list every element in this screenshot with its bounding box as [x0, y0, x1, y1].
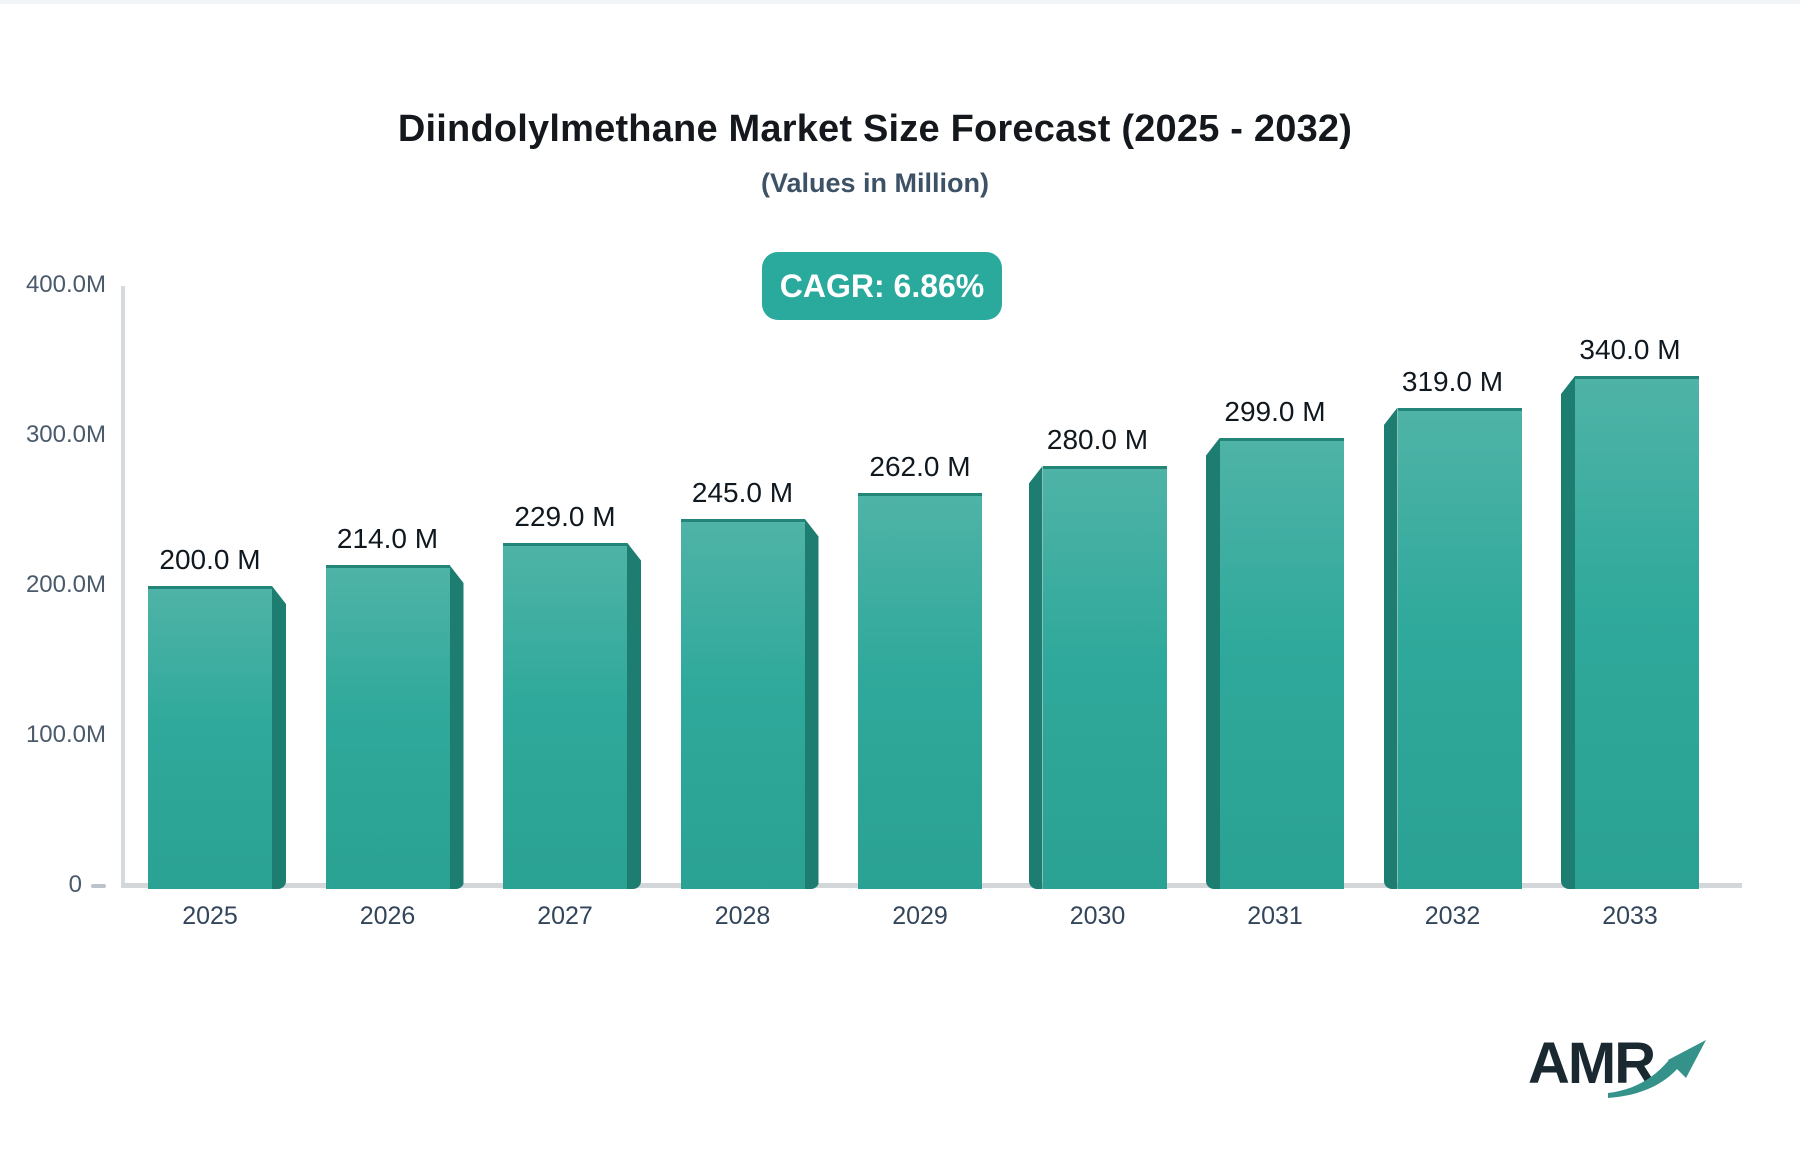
bar-face	[858, 493, 982, 889]
bar-side-face	[1206, 437, 1220, 889]
chart-subtitle: (Values in Million)	[760, 168, 990, 198]
bar-value-label: 200.0 M	[159, 544, 261, 575]
y-axis-tick-label: 0	[0, 871, 106, 899]
growth-arrow-icon	[1608, 1040, 1706, 1098]
page-top-border	[0, 0, 1800, 4]
bar-value-label: 319.0 M	[1401, 365, 1504, 397]
bar-value-label: 245.0 M	[691, 476, 794, 508]
bar-value-label: 299.0 M	[1224, 395, 1326, 427]
x-axis-category-label: 2028	[714, 902, 771, 930]
y-axis-tick-label: 400.0M	[25, 271, 106, 298]
zero-tick-mark	[91, 883, 106, 888]
y-axis-tick-label: 300.0M	[25, 421, 106, 448]
bar-side-face	[449, 565, 464, 889]
bar-value-label: 340.0 M	[1579, 334, 1681, 365]
bar-value-label: 229.0 M	[514, 500, 616, 532]
chart-title: Diindolylmethane Market Size Forecast (2…	[397, 108, 1353, 150]
bar-face	[1397, 407, 1522, 889]
x-axis-category-label: 2032	[1424, 902, 1481, 930]
x-axis-category-label: 2031	[1247, 902, 1303, 930]
y-axis-tick-label: 100.0M	[25, 721, 106, 748]
bar-side-face	[804, 518, 819, 889]
bar-side-face	[1028, 466, 1043, 889]
bar-value-label: 280.0 M	[1046, 424, 1149, 455]
y-axis-line	[121, 286, 125, 888]
bar-face	[1042, 466, 1167, 889]
amr-logo: AMR	[1528, 1030, 1718, 1110]
x-axis-category-label: 2027	[537, 902, 593, 930]
cagr-badge: CAGR: 6.86%	[762, 252, 1002, 320]
bar-side-face	[1383, 407, 1398, 889]
y-axis-tick-label: 200.0M	[25, 571, 106, 598]
x-axis-category-label: 2030	[1069, 902, 1126, 930]
bar-face	[680, 518, 805, 889]
bar-face	[148, 586, 272, 889]
bar-value-label: 262.0 M	[869, 451, 971, 482]
x-axis-category-label: 2026	[359, 902, 416, 930]
bar-face	[1575, 376, 1699, 889]
bar-face	[325, 565, 450, 889]
amr-logo-text: AMR	[1528, 1031, 1656, 1096]
bar-face	[503, 542, 627, 889]
bar-side-face	[272, 586, 286, 889]
bar-side-face	[1561, 376, 1575, 889]
bar-value-label: 214.0 M	[336, 523, 439, 554]
x-axis-category-label: 2033	[1602, 902, 1658, 930]
bar-face	[1220, 437, 1344, 889]
bar-side-face	[627, 542, 641, 889]
x-axis-category-label: 2025	[182, 902, 238, 930]
x-axis-category-label: 2029	[892, 902, 948, 930]
